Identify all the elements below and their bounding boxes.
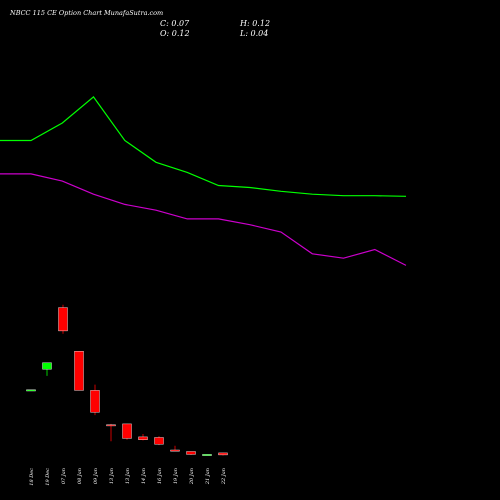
candle-layer	[26, 304, 228, 456]
candle	[90, 384, 100, 416]
candle	[170, 445, 180, 452]
x-tick-label: 08 Jan	[77, 468, 83, 484]
candle-body	[42, 362, 52, 370]
candle	[26, 389, 36, 392]
low-value: L: 0.04	[240, 29, 269, 38]
candle-body	[106, 424, 116, 427]
x-tick-label: 13 Jan	[125, 468, 131, 484]
candle	[202, 454, 212, 456]
open-value: O: 0.12	[160, 29, 190, 38]
candle	[186, 451, 196, 455]
x-tick-label: 18 Dec	[29, 468, 35, 486]
candle	[42, 362, 52, 376]
candle	[106, 423, 116, 442]
x-axis-labels: 18 Dec 19 Dec 07 Jan 08 Jan 09 Jan 13 Jan 13 J…	[29, 468, 227, 486]
candle-body	[26, 389, 36, 392]
x-tick-label: 21 Jan	[205, 468, 211, 485]
candle-body	[90, 390, 100, 413]
candle-body	[74, 351, 84, 391]
candle	[122, 423, 132, 440]
candle-body	[202, 454, 212, 456]
moving-average-line-2	[0, 173, 407, 266]
moving-average-layer	[0, 96, 407, 266]
candle-body	[186, 451, 196, 455]
high-value: H: 0.12	[240, 19, 271, 28]
candle-body	[154, 437, 164, 445]
moving-average-line-1	[0, 96, 407, 197]
candle-body	[218, 452, 228, 456]
x-tick-label: 20 Jan	[189, 468, 195, 485]
candle	[218, 452, 228, 456]
close-value: C: 0.07	[160, 19, 190, 28]
candle	[58, 304, 68, 334]
candle-body	[122, 423, 132, 439]
x-tick-label: 13 Jan	[109, 468, 115, 484]
x-tick-label: 16 Jan	[157, 468, 163, 484]
x-tick-label: 07 Jan	[61, 468, 67, 484]
x-tick-label: 19 Dec	[45, 468, 51, 486]
candle	[154, 436, 164, 446]
candle	[138, 434, 148, 441]
candle-body	[58, 307, 68, 332]
x-tick-label: 14 Jan	[141, 468, 147, 484]
x-tick-label: 09 Jan	[93, 468, 99, 484]
x-tick-label: 19 Jan	[173, 468, 179, 484]
candle	[74, 351, 84, 391]
x-tick-label: 22 Jan	[221, 468, 227, 485]
candle-body	[138, 436, 148, 440]
chart-title: NBCC 115 CE Option Chart MunafaSutra.com	[10, 9, 164, 17]
candle-body	[170, 449, 180, 452]
